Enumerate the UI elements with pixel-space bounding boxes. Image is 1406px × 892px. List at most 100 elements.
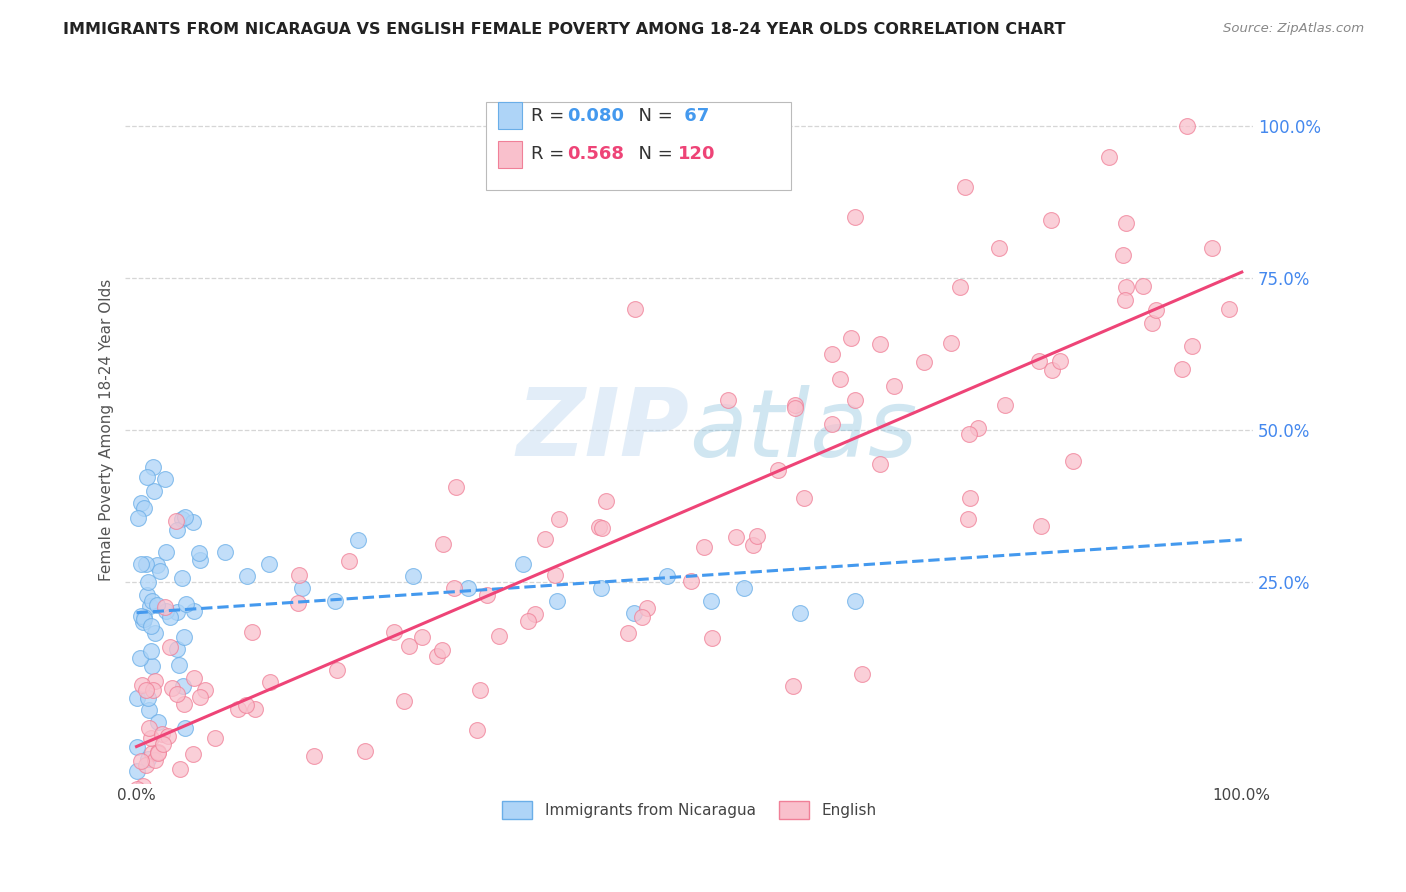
Point bbox=[188, 690, 211, 704]
Point bbox=[132, 610, 155, 624]
Point bbox=[839, 331, 862, 345]
Point bbox=[138, 721, 160, 735]
Point bbox=[782, 679, 804, 693]
Point bbox=[139, 731, 162, 745]
Point bbox=[1028, 354, 1050, 368]
Point bbox=[382, 624, 405, 639]
Point bbox=[146, 598, 169, 612]
Point bbox=[1181, 339, 1204, 353]
Text: ZIP: ZIP bbox=[516, 384, 689, 476]
Point bbox=[941, 336, 963, 351]
Point bbox=[129, 754, 152, 768]
Point bbox=[1039, 213, 1062, 227]
Text: 0.080: 0.080 bbox=[568, 106, 624, 125]
Point bbox=[146, 745, 169, 759]
Point bbox=[146, 558, 169, 572]
Point bbox=[174, 509, 197, 524]
Point bbox=[844, 392, 866, 407]
Point bbox=[966, 421, 988, 435]
Point bbox=[591, 521, 613, 535]
Point bbox=[132, 612, 155, 626]
Point bbox=[166, 523, 188, 537]
Point bbox=[159, 640, 181, 654]
Point bbox=[955, 180, 977, 194]
Point bbox=[1132, 278, 1154, 293]
Point bbox=[956, 511, 979, 525]
Point bbox=[236, 569, 259, 583]
Point bbox=[141, 594, 163, 608]
Point bbox=[326, 663, 349, 677]
Point bbox=[152, 727, 174, 741]
Point bbox=[135, 557, 157, 571]
Point bbox=[181, 515, 204, 529]
Point bbox=[176, 597, 198, 611]
Point bbox=[160, 681, 183, 696]
Point bbox=[172, 571, 194, 585]
Point bbox=[131, 557, 153, 571]
Point bbox=[725, 530, 748, 544]
Point bbox=[465, 723, 488, 737]
Point bbox=[141, 659, 163, 673]
Point bbox=[517, 615, 540, 629]
Point bbox=[146, 747, 169, 761]
Point bbox=[398, 639, 420, 653]
Text: Source: ZipAtlas.com: Source: ZipAtlas.com bbox=[1223, 22, 1364, 36]
Point bbox=[1040, 363, 1063, 377]
Point bbox=[226, 702, 249, 716]
Point bbox=[243, 702, 266, 716]
Point bbox=[183, 747, 205, 762]
Point bbox=[129, 496, 152, 510]
Point bbox=[475, 588, 498, 602]
Point bbox=[353, 744, 375, 758]
Point bbox=[143, 753, 166, 767]
Bar bbox=[498, 103, 522, 129]
Point bbox=[1171, 362, 1194, 376]
Point bbox=[987, 241, 1010, 255]
Point bbox=[1144, 303, 1167, 318]
Point bbox=[346, 533, 368, 547]
Point bbox=[544, 567, 567, 582]
Text: 0.568: 0.568 bbox=[568, 145, 624, 163]
Point bbox=[402, 569, 425, 583]
Point bbox=[869, 336, 891, 351]
Point bbox=[169, 762, 191, 776]
Text: N =: N = bbox=[627, 106, 673, 125]
Point bbox=[1049, 354, 1071, 368]
Point bbox=[588, 520, 610, 534]
Point bbox=[135, 818, 157, 832]
Y-axis label: Female Poverty Among 18-24 Year Olds: Female Poverty Among 18-24 Year Olds bbox=[100, 279, 114, 582]
Text: 120: 120 bbox=[678, 145, 716, 163]
Point bbox=[142, 459, 165, 474]
Point bbox=[785, 401, 807, 416]
Point bbox=[432, 537, 454, 551]
Point bbox=[717, 392, 740, 407]
Point bbox=[446, 480, 468, 494]
Point bbox=[783, 398, 806, 412]
Point bbox=[172, 679, 194, 693]
Point bbox=[468, 683, 491, 698]
Point bbox=[141, 644, 163, 658]
Point bbox=[167, 658, 190, 673]
Point bbox=[1098, 149, 1121, 163]
Point bbox=[546, 593, 568, 607]
Point bbox=[174, 721, 197, 735]
Text: R =: R = bbox=[531, 145, 571, 163]
Point bbox=[166, 605, 188, 619]
Point bbox=[595, 494, 617, 508]
Point bbox=[1062, 453, 1084, 467]
Point bbox=[188, 553, 211, 567]
Point bbox=[142, 682, 165, 697]
Text: atlas: atlas bbox=[689, 384, 917, 475]
Point bbox=[235, 698, 257, 712]
Point bbox=[844, 593, 866, 607]
Point bbox=[145, 673, 167, 688]
Point bbox=[333, 805, 356, 820]
Point bbox=[844, 211, 866, 225]
FancyBboxPatch shape bbox=[486, 103, 790, 190]
Point bbox=[127, 782, 149, 797]
Point bbox=[204, 731, 226, 745]
Point bbox=[135, 683, 157, 698]
Point bbox=[257, 557, 280, 571]
Point bbox=[655, 569, 678, 583]
Point bbox=[883, 378, 905, 392]
